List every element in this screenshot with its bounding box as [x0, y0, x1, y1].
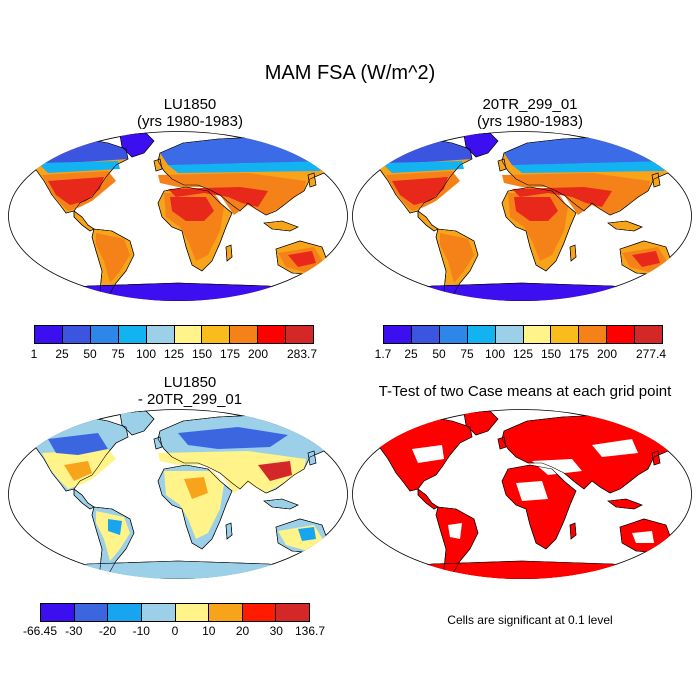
panel-title-line1: T-Test of two Case means at each grid po… [378, 383, 672, 400]
colorbar-tick-label: 0 [171, 624, 179, 638]
colorbar-difference [40, 603, 310, 622]
colorbar-tick-label: 100 [135, 347, 157, 361]
colorbar-swatch [118, 326, 147, 343]
panel-title-line2: - 20TR_299_01 [137, 391, 243, 408]
significance-note: Cells are significant at 0.1 level [447, 613, 613, 627]
figure-title: MAM FSA (W/m^2) [264, 62, 436, 84]
colorbar-tick-label: 75 [460, 347, 474, 361]
colorbar-tick-label: 1.7 [374, 347, 392, 361]
colorbar-swatch [579, 326, 608, 343]
panel-title-diff: LU1850 - 20TR_299_01 [30, 374, 350, 408]
panel-title-line1: LU1850 [163, 96, 217, 113]
colorbar-tick-label: 125 [512, 347, 534, 361]
colorbar-tick-label: 75 [111, 347, 125, 361]
colorbar-tick-label: 100 [484, 347, 506, 361]
colorbar-tick-label: 25 [55, 347, 69, 361]
colorbar-labels-difference: -66.45 -30 -20 -10 0 10 20 30 136.7 [23, 624, 325, 638]
colorbar-swatch [74, 604, 109, 621]
colorbar-swatch [90, 326, 119, 343]
colorbar-swatch [35, 326, 63, 343]
colorbar-swatch [439, 326, 468, 343]
colorbar-20tr [383, 325, 663, 344]
panel-title-lu1850: LU1850 (yrs 1980-1983) [30, 96, 350, 130]
colorbar-tick-label: 10 [202, 624, 216, 638]
colorbar-tick-label: 200 [596, 347, 618, 361]
colorbar-swatch [62, 326, 91, 343]
colorbar-tick-label: 277.4 [635, 347, 667, 361]
colorbar-swatch [411, 326, 440, 343]
colorbar-swatch [41, 604, 75, 621]
colorbar-tick-label: 150 [191, 347, 213, 361]
colorbar-swatch [635, 326, 663, 343]
colorbar-tick-label: 20 [235, 624, 250, 638]
colorbar-labels-20tr: 1.7 25 50 75 100 125 150 175 200 277.4 [375, 347, 667, 361]
map-ttest [352, 409, 692, 579]
colorbar-swatch [495, 326, 524, 343]
colorbar-lu1850 [34, 325, 314, 344]
colorbar-swatch [175, 604, 210, 621]
panel-title-ttest: T-Test of two Case means at each grid po… [350, 383, 700, 400]
colorbar-swatch [384, 326, 412, 343]
colorbar-swatch [523, 326, 552, 343]
panel-title-20tr: 20TR_299_01 (yrs 1980-1983) [370, 96, 690, 130]
colorbar-swatch [607, 326, 636, 343]
colorbar-swatch [258, 326, 287, 343]
colorbar-swatch [467, 326, 496, 343]
map-20tr [352, 131, 692, 301]
colorbar-tick-label: 175 [219, 347, 241, 361]
colorbar-swatch [551, 326, 580, 343]
colorbar-tick-label: 1 [30, 347, 38, 361]
colorbar-tick-label: -30 [65, 624, 83, 638]
colorbar-tick-label: 50 [83, 347, 97, 361]
map-lu1850 [8, 131, 348, 301]
colorbar-tick-label: 30 [269, 624, 283, 638]
map-difference [8, 409, 348, 579]
colorbar-tick-label: 25 [404, 347, 418, 361]
colorbar-swatch [174, 326, 203, 343]
colorbar-tick-label: -20 [98, 624, 117, 638]
panel-title-line2: (yrs 1980-1983) [137, 113, 243, 130]
colorbar-swatch [242, 604, 277, 621]
colorbar-tick-label: 175 [568, 347, 590, 361]
colorbar-tick-label: -66.45 [22, 624, 58, 638]
colorbar-tick-label: 283.7 [286, 347, 318, 361]
panel-title-line1: 20TR_299_01 [482, 96, 578, 113]
colorbar-swatch [209, 604, 243, 621]
colorbar-swatch [202, 326, 231, 343]
panel-title-line1: LU1850 [163, 374, 217, 391]
colorbar-tick-label: 150 [540, 347, 562, 361]
colorbar-swatch [146, 326, 175, 343]
colorbar-swatch [141, 604, 176, 621]
colorbar-tick-label: 200 [247, 347, 269, 361]
colorbar-tick-label: 136.7 [294, 624, 326, 638]
colorbar-tick-label: 50 [432, 347, 446, 361]
colorbar-labels-lu1850: 1 25 50 75 100 125 150 175 200 283.7 [30, 347, 318, 361]
colorbar-swatch [286, 326, 314, 343]
panel-title-line2: (yrs 1980-1983) [477, 113, 583, 130]
colorbar-tick-label: 125 [163, 347, 185, 361]
colorbar-swatch [276, 604, 309, 621]
colorbar-swatch [230, 326, 259, 343]
colorbar-swatch [108, 604, 142, 621]
colorbar-tick-label: -10 [132, 624, 150, 638]
